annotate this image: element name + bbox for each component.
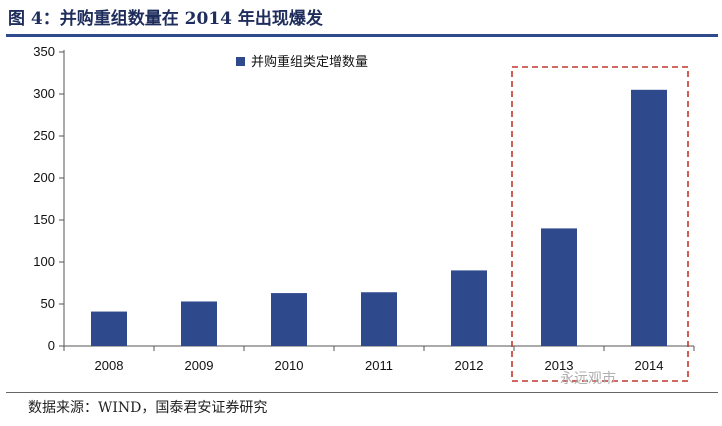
x-tick-label: 2009 xyxy=(185,358,214,373)
footer-rule xyxy=(6,392,718,393)
bar-2013 xyxy=(541,228,577,346)
x-tick-label: 2010 xyxy=(275,358,304,373)
x-axis: 2008 2009 2010 2011 2012 2013 2014 xyxy=(63,345,695,373)
y-tick-label: 300 xyxy=(33,86,55,101)
y-tick-label: 100 xyxy=(33,254,55,269)
x-tick-label: 2013 xyxy=(545,358,574,373)
bar-2014 xyxy=(631,89,667,347)
legend-swatch xyxy=(236,57,245,66)
y-tick-label: 350 xyxy=(33,44,55,59)
watermark: 永远观市 xyxy=(560,371,616,387)
y-tick-label: 200 xyxy=(33,170,55,185)
y-tick-label: 0 xyxy=(48,338,55,353)
highlight-box xyxy=(511,66,689,382)
x-tick-label: 2011 xyxy=(365,358,393,373)
source-note: 数据来源：WIND，国泰君安证券研究 xyxy=(28,400,268,416)
bar-2012 xyxy=(451,270,487,346)
title-rule xyxy=(6,34,718,37)
bar-2010 xyxy=(271,293,307,346)
legend-label: 并购重组类定增数量 xyxy=(251,54,368,70)
y-tick-label: 150 xyxy=(33,212,55,227)
bar-series xyxy=(91,89,667,347)
y-axis: 0 50 100 150 200 250 300 350 xyxy=(33,44,65,353)
x-tick-label: 2012 xyxy=(455,358,484,373)
x-tick-label: 2014 xyxy=(635,358,664,373)
y-tick-label: 250 xyxy=(33,128,55,143)
bar-2011 xyxy=(361,292,397,346)
bar-2009 xyxy=(181,301,217,346)
legend: 并购重组类定增数量 xyxy=(236,54,368,70)
bar-2008 xyxy=(91,311,127,346)
x-tick-label: 2008 xyxy=(95,358,124,373)
y-tick-label: 50 xyxy=(41,296,55,311)
chart-title: 图 4：并购重组数量在 2014 年出现爆发 xyxy=(8,9,323,29)
